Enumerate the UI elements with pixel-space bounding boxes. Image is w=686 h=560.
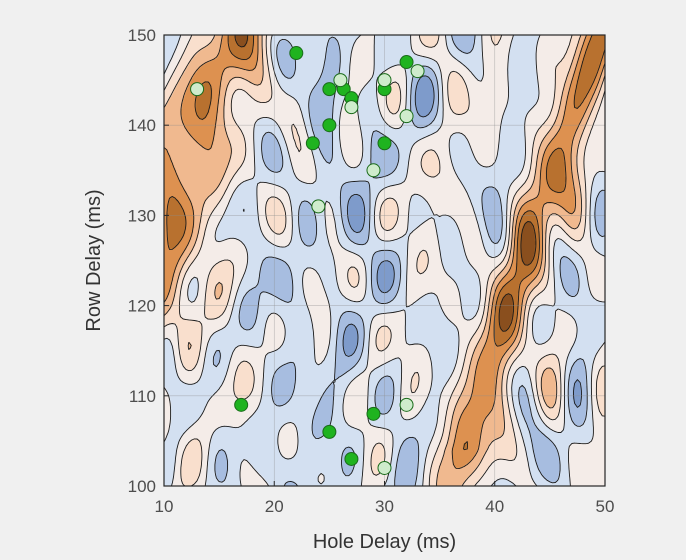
x-tick-label: 30: [375, 497, 394, 516]
light-green-point: [399, 109, 414, 124]
y-axis-label: Row Delay (ms): [83, 189, 105, 331]
light-green-point: [377, 73, 392, 88]
contour-line-6: [164, 35, 605, 470]
y-tick-label: 120: [128, 297, 156, 316]
dark-green-point: [399, 55, 414, 70]
dark-green-point: [305, 136, 320, 151]
dark-green-point: [322, 118, 337, 133]
x-tick-label: 10: [155, 497, 174, 516]
light-green-point: [344, 100, 359, 115]
contour-line-4: [164, 35, 605, 486]
contour-line-1: [342, 75, 582, 408]
x-tick-label: 40: [485, 497, 504, 516]
light-green-point: [399, 397, 414, 412]
y-tick-label: 130: [128, 206, 156, 225]
light-green-point: [410, 64, 425, 79]
dark-green-point: [234, 397, 249, 412]
data-markers: [190, 46, 425, 475]
dark-green-point: [366, 406, 381, 421]
x-axis-label: Hole Delay (ms): [313, 531, 456, 553]
light-green-point: [311, 199, 326, 214]
light-green-point: [333, 73, 348, 88]
y-tick-label: 150: [128, 26, 156, 45]
contour-line-8: [234, 35, 537, 332]
y-tick-label: 100: [128, 477, 156, 496]
x-axis-ticks: 10 20 30 40 50: [155, 481, 615, 516]
y-tick-label: 140: [128, 116, 156, 135]
dark-green-point: [344, 451, 359, 466]
light-green-point: [377, 460, 392, 475]
contour-line-5: [164, 35, 605, 486]
light-green-point: [190, 82, 205, 97]
dark-green-point: [289, 46, 304, 61]
y-tick-label: 110: [129, 387, 156, 406]
dark-green-point: [377, 136, 392, 151]
dark-green-point: [322, 82, 337, 97]
x-tick-label: 50: [596, 497, 615, 516]
contour-line-3: [164, 35, 605, 486]
dark-green-point: [322, 424, 337, 439]
x-tick-label: 20: [265, 497, 284, 516]
y-axis-ticks: 100 110 120 130 140 150: [128, 26, 169, 496]
light-green-point: [366, 163, 381, 178]
